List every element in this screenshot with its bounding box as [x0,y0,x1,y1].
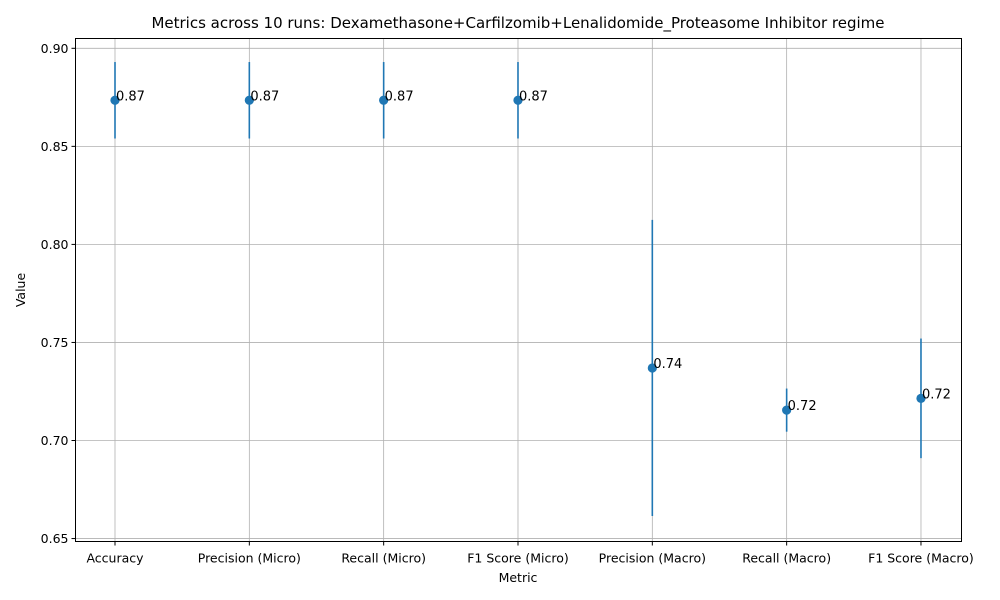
data-point [513,95,523,105]
axis-ticks: 0.65 0.70 0.75 0.80 0.85 0.90 Accuracy Precisio… [41,41,974,566]
x-tick-label: Recall (Micro) [341,551,426,566]
x-tick-label: F1 Score (Micro) [467,551,569,566]
x-axis-label: Metric [499,570,538,585]
x-tick-label: Accuracy [86,551,144,566]
x-tick-label: Precision (Micro) [198,551,301,566]
y-tick-label: 0.80 [41,237,69,252]
data-point [916,393,926,403]
data-point [244,95,254,105]
axes-frame [75,38,962,542]
y-tick-label: 0.90 [41,41,69,56]
data-point [110,95,120,105]
y-tick-label: 0.70 [41,433,69,448]
y-tick-label: 0.75 [41,335,69,350]
value-label: 0.72 [922,387,951,402]
y-axis-label: Value [13,273,28,308]
value-label: 0.74 [653,357,682,372]
data-point [647,363,657,373]
value-label: 0.87 [250,89,279,104]
x-tick-label: Recall (Macro) [742,551,831,566]
x-tick-label: F1 Score (Macro) [868,551,974,566]
y-tick-label: 0.65 [41,531,69,546]
plot-area: 0.87 0.87 0.87 0.87 0.74 0.72 0.72 [110,62,951,517]
chart-title: Metrics across 10 runs: Dexamethasone+Ca… [151,14,884,33]
value-label: 0.87 [385,89,414,104]
value-label: 0.72 [788,399,817,414]
y-tick-label: 0.85 [41,139,69,154]
data-point [379,95,389,105]
x-tick-label: Precision (Macro) [599,551,706,566]
value-label: 0.87 [116,89,145,104]
value-label: 0.87 [519,89,548,104]
data-point [782,405,792,415]
